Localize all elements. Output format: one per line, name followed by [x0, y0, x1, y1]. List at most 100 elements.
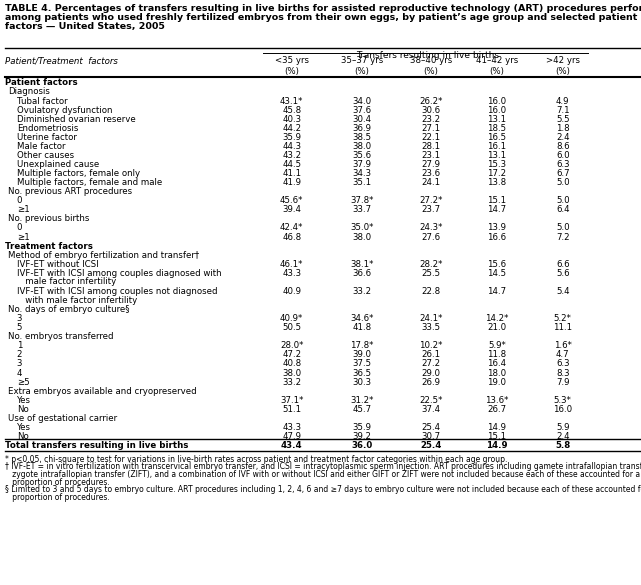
Text: 6.6: 6.6 [556, 260, 570, 269]
Text: 16.4: 16.4 [487, 359, 506, 369]
Text: 35–37 yrs: 35–37 yrs [341, 56, 383, 65]
Text: (%): (%) [555, 67, 570, 75]
Text: Endometriosis: Endometriosis [17, 123, 78, 133]
Text: Use of gestational carrier: Use of gestational carrier [8, 414, 117, 423]
Text: 30.4: 30.4 [353, 115, 372, 123]
Text: 35.6: 35.6 [353, 151, 372, 160]
Text: 24.3*: 24.3* [419, 223, 442, 232]
Text: 6.3: 6.3 [556, 160, 570, 169]
Text: zygote intrafallopian transfer (ZIFT), and a combination of IVF with or without : zygote intrafallopian transfer (ZIFT), a… [5, 470, 641, 479]
Text: 2.4: 2.4 [556, 432, 570, 441]
Text: 13.9: 13.9 [487, 223, 506, 232]
Text: 36.5: 36.5 [353, 369, 372, 377]
Text: 16.0: 16.0 [553, 405, 572, 414]
Text: 5.0: 5.0 [556, 178, 570, 187]
Text: 37.8*: 37.8* [351, 196, 374, 205]
Text: 25.4: 25.4 [420, 441, 442, 450]
Text: 7.9: 7.9 [556, 377, 570, 387]
Text: 40.8: 40.8 [282, 359, 301, 369]
Text: 36.9: 36.9 [353, 123, 372, 133]
Text: ≥1: ≥1 [17, 232, 29, 242]
Text: 25.4: 25.4 [421, 423, 440, 432]
Text: 43.4: 43.4 [281, 441, 303, 450]
Text: 38.1*: 38.1* [351, 260, 374, 269]
Text: 24.1*: 24.1* [419, 314, 442, 323]
Text: 47.9: 47.9 [282, 432, 301, 441]
Text: (%): (%) [354, 67, 370, 75]
Text: 3: 3 [17, 314, 22, 323]
Text: Patient/Treatment  factors: Patient/Treatment factors [5, 56, 118, 65]
Text: 18.0: 18.0 [487, 369, 506, 377]
Text: 27.9: 27.9 [421, 160, 440, 169]
Text: Transfers resulting in live births: Transfers resulting in live births [356, 51, 499, 60]
Text: 1.6*: 1.6* [554, 341, 572, 350]
Text: 38.0: 38.0 [353, 232, 372, 242]
Text: 27.2: 27.2 [421, 359, 440, 369]
Text: 33.7: 33.7 [353, 205, 372, 214]
Text: 18.5: 18.5 [487, 123, 506, 133]
Text: 46.8: 46.8 [282, 232, 301, 242]
Text: 41.8: 41.8 [353, 323, 372, 332]
Text: 13.8: 13.8 [487, 178, 506, 187]
Text: 11.1: 11.1 [553, 323, 572, 332]
Text: 5.5: 5.5 [556, 115, 570, 123]
Text: 33.2: 33.2 [282, 377, 301, 387]
Text: Patient factors: Patient factors [5, 78, 78, 87]
Text: 36.6: 36.6 [353, 269, 372, 278]
Text: 0: 0 [17, 196, 22, 205]
Text: 26.2*: 26.2* [419, 97, 442, 105]
Text: proportion of procedures.: proportion of procedures. [5, 477, 110, 487]
Text: Extra embryos available and cryopreserved: Extra embryos available and cryopreserve… [8, 387, 197, 395]
Text: § Limited to 3 and 5 days to embryo culture. ART procedures including 1, 2, 4, 6: § Limited to 3 and 5 days to embryo cult… [5, 485, 641, 494]
Text: male factor infertility: male factor infertility [17, 277, 116, 287]
Text: 14.7: 14.7 [487, 205, 506, 214]
Text: 16.1: 16.1 [487, 142, 506, 151]
Text: 30.3: 30.3 [353, 377, 372, 387]
Text: 43.1*: 43.1* [280, 97, 303, 105]
Text: 43.2: 43.2 [282, 151, 301, 160]
Text: 43.3: 43.3 [282, 423, 301, 432]
Text: 42.4*: 42.4* [280, 223, 303, 232]
Text: 38.5: 38.5 [353, 133, 372, 142]
Text: 2: 2 [17, 350, 22, 359]
Text: 4.9: 4.9 [556, 97, 570, 105]
Text: <35 yrs: <35 yrs [274, 56, 309, 65]
Text: 26.7: 26.7 [487, 405, 506, 414]
Text: IVF-ET with ICSI among couples diagnosed with: IVF-ET with ICSI among couples diagnosed… [17, 269, 221, 278]
Text: 37.6: 37.6 [353, 105, 372, 115]
Text: 3: 3 [17, 359, 22, 369]
Text: 29.0: 29.0 [421, 369, 440, 377]
Text: 37.9: 37.9 [353, 160, 372, 169]
Text: 5.6: 5.6 [556, 269, 570, 278]
Text: (%): (%) [489, 67, 504, 75]
Text: 34.3: 34.3 [353, 169, 372, 178]
Text: 5.9*: 5.9* [488, 341, 506, 350]
Text: 14.9: 14.9 [487, 423, 506, 432]
Text: 43.3: 43.3 [282, 269, 301, 278]
Text: Diagnosis: Diagnosis [8, 87, 50, 97]
Text: IVF-ET without ICSI: IVF-ET without ICSI [17, 260, 98, 269]
Text: 22.8: 22.8 [421, 287, 440, 296]
Text: 37.1*: 37.1* [280, 395, 303, 405]
Text: 28.2*: 28.2* [419, 260, 442, 269]
Text: Treatment factors: Treatment factors [5, 242, 93, 250]
Text: No. previous ART procedures: No. previous ART procedures [8, 187, 133, 196]
Text: among patients who used freshly fertilized embryos from their own eggs, by patie: among patients who used freshly fertiliz… [5, 13, 641, 22]
Text: 7.2: 7.2 [556, 232, 570, 242]
Text: 34.0: 34.0 [353, 97, 372, 105]
Text: No. days of embryo culture§: No. days of embryo culture§ [8, 305, 130, 314]
Text: 0: 0 [17, 223, 22, 232]
Text: 10.2*: 10.2* [419, 341, 442, 350]
Text: 22.1: 22.1 [421, 133, 440, 142]
Text: 19.0: 19.0 [487, 377, 506, 387]
Text: 30.6: 30.6 [421, 105, 440, 115]
Text: 45.7: 45.7 [353, 405, 372, 414]
Text: 28.1: 28.1 [421, 142, 440, 151]
Text: 14.2*: 14.2* [485, 314, 508, 323]
Text: (%): (%) [423, 67, 438, 75]
Text: Male factor: Male factor [17, 142, 65, 151]
Text: 40.9: 40.9 [282, 287, 301, 296]
Text: 51.1: 51.1 [282, 405, 301, 414]
Text: 6.4: 6.4 [556, 205, 570, 214]
Text: 31.2*: 31.2* [351, 395, 374, 405]
